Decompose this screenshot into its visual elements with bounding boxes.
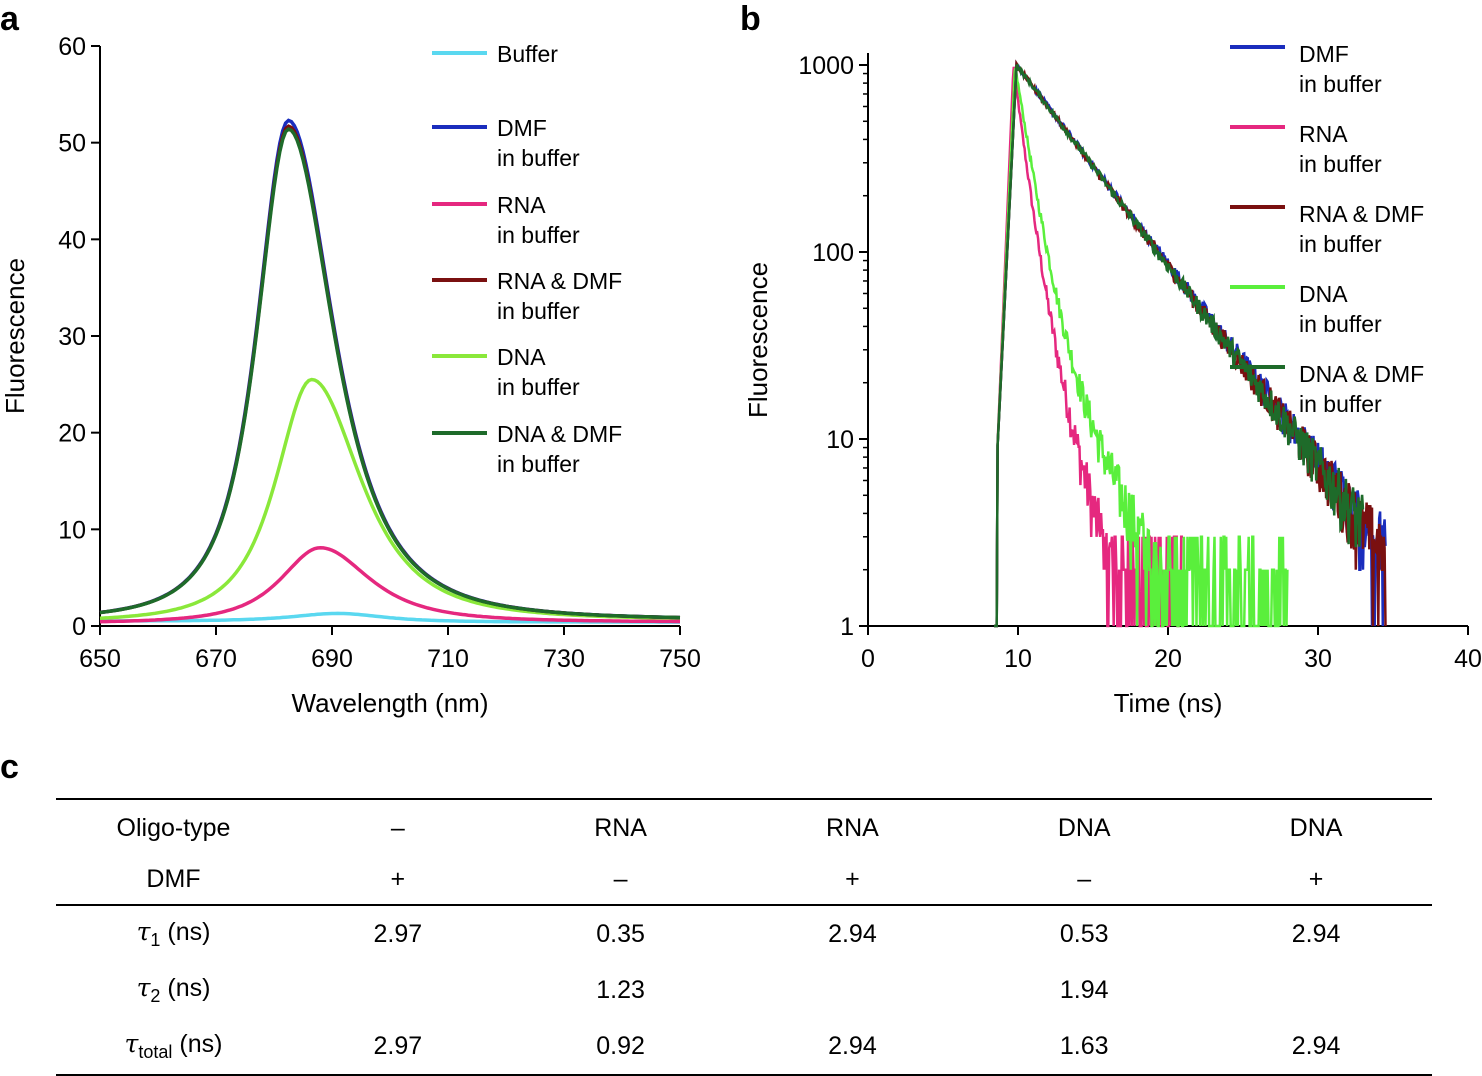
oligo-cell: DNA bbox=[968, 798, 1201, 854]
legend-label: RNA bbox=[1299, 121, 1348, 147]
legend-label: in buffer bbox=[1299, 391, 1382, 417]
legend-label: DNA & DMF bbox=[1299, 361, 1424, 387]
legend-label: RNA & DMF bbox=[1299, 201, 1424, 227]
oligo-cell: – bbox=[291, 798, 505, 854]
tau2-cell bbox=[737, 962, 969, 1018]
tau2-cell: 1.94 bbox=[1059, 975, 1109, 1004]
tau1-label: τ1 (ns) bbox=[136, 917, 211, 950]
tau-total-cell: 0.92 bbox=[504, 1018, 737, 1076]
y-tick-label: 10 bbox=[826, 426, 854, 454]
series-line-rna-in-buffer bbox=[99, 545, 680, 624]
x-tick-label: 670 bbox=[195, 645, 237, 673]
series-line-rna-in-buffer bbox=[994, 66, 1183, 628]
dmf-cell: + bbox=[736, 854, 969, 906]
panel-label-c: c bbox=[0, 748, 19, 786]
legend-label: in buffer bbox=[497, 222, 580, 248]
x-axis-title: Time (ns) bbox=[1114, 688, 1223, 718]
tau1-cell: 2.97 bbox=[373, 919, 423, 948]
legend-label: Buffer bbox=[497, 41, 558, 67]
x-tick-label: 730 bbox=[543, 645, 585, 673]
legend-label: DNA & DMF bbox=[497, 421, 622, 447]
oligo-type-label: Oligo-type bbox=[56, 798, 291, 854]
series-line-dna-dmf-in-buffer bbox=[994, 63, 1365, 628]
legend-label: in buffer bbox=[1299, 311, 1382, 337]
tau1-cell: 2.94 bbox=[1291, 919, 1341, 948]
tau-total-cell: 2.94 bbox=[1200, 1018, 1432, 1076]
dmf-cell: + bbox=[291, 854, 505, 906]
x-tick-label: 20 bbox=[1154, 645, 1182, 673]
x-tick-label: 30 bbox=[1304, 645, 1332, 673]
x-axis-title: Wavelength (nm) bbox=[292, 688, 489, 718]
legend-label: in buffer bbox=[1299, 71, 1382, 97]
tau2-cell bbox=[1200, 962, 1432, 1018]
x-tick-label: 40 bbox=[1454, 645, 1482, 673]
legend-label: in buffer bbox=[497, 298, 580, 324]
y-tick-label: 40 bbox=[58, 226, 86, 254]
legend-label: in buffer bbox=[497, 145, 580, 171]
y-tick-label: 50 bbox=[58, 130, 86, 158]
legend-label: DMF bbox=[1299, 41, 1349, 67]
legend-label: in buffer bbox=[497, 374, 580, 400]
y-tick-label: 0 bbox=[72, 613, 86, 641]
tau1-cell: 0.53 bbox=[1059, 919, 1109, 948]
legend-label: RNA & DMF bbox=[497, 268, 622, 294]
dmf-label: DMF bbox=[56, 854, 291, 906]
legend-label: in buffer bbox=[1299, 231, 1382, 257]
y-axis-title: Fluorescence bbox=[0, 258, 30, 414]
legend-label: in buffer bbox=[497, 451, 580, 477]
y-tick-label: 60 bbox=[58, 33, 86, 61]
y-tick-label: 1000 bbox=[798, 52, 854, 80]
legend-label: RNA bbox=[497, 192, 546, 218]
tau1-cell: 2.94 bbox=[828, 919, 877, 948]
y-tick-label: 10 bbox=[58, 516, 86, 544]
series-line-rna-dmf-in-buffer bbox=[99, 124, 681, 620]
y-tick-label: 100 bbox=[812, 239, 854, 267]
x-tick-label: 0 bbox=[861, 645, 875, 673]
y-axis-title: Fluorescence bbox=[743, 262, 773, 418]
legend-label: DNA bbox=[1299, 281, 1348, 307]
tau1-cell: 0.35 bbox=[596, 919, 645, 948]
dmf-cell: – bbox=[504, 854, 737, 906]
y-tick-label: 20 bbox=[58, 420, 86, 448]
dmf-cell: – bbox=[968, 854, 1201, 906]
tau2-cell bbox=[291, 962, 505, 1018]
series-line-dna-in-buffer bbox=[994, 67, 1289, 628]
panel-label-b: b bbox=[740, 0, 761, 38]
emission-spectrum-chart: 0 10 20 30 40 50 60 650 670 690 710 730 750 Wavelengt… bbox=[0, 33, 701, 718]
tau-total-label: τtotal (ns) bbox=[56, 1018, 291, 1076]
series-line-dna-dmf-in-buffer bbox=[99, 127, 681, 620]
x-tick-label: 690 bbox=[311, 645, 353, 673]
lifetime-table: Oligo-type – RNA RNA DNA DNA DMF + – + –… bbox=[56, 798, 1432, 1076]
legend-label: DNA bbox=[497, 344, 546, 370]
oligo-cell: RNA bbox=[736, 798, 969, 854]
x-tick-label: 710 bbox=[427, 645, 469, 673]
x-tick-label: 10 bbox=[1004, 645, 1032, 673]
tau2-cell: 1.23 bbox=[596, 975, 645, 1004]
y-tick-label: 30 bbox=[58, 323, 86, 351]
legend-label: in buffer bbox=[1299, 151, 1382, 177]
legend-label: DMF bbox=[497, 115, 547, 141]
panel-label-a: a bbox=[0, 0, 19, 38]
x-tick-label: 750 bbox=[659, 645, 701, 673]
x-tick-label: 650 bbox=[79, 645, 121, 673]
tau-total-cell: 2.97 bbox=[291, 1018, 505, 1076]
dmf-cell: + bbox=[1200, 854, 1432, 906]
y-tick-label: 1 bbox=[840, 613, 854, 641]
oligo-cell: RNA bbox=[504, 798, 737, 854]
tau-total-cell: 1.63 bbox=[968, 1018, 1201, 1076]
oligo-cell: DNA bbox=[1200, 798, 1432, 854]
tau2-label: τ2 (ns) bbox=[136, 973, 211, 1006]
tau-total-cell: 2.94 bbox=[736, 1018, 969, 1076]
lifetime-decay-chart: 1 10 100 1000 0 10 20 30 40 Time (ns) Fluorescence… bbox=[743, 41, 1482, 718]
